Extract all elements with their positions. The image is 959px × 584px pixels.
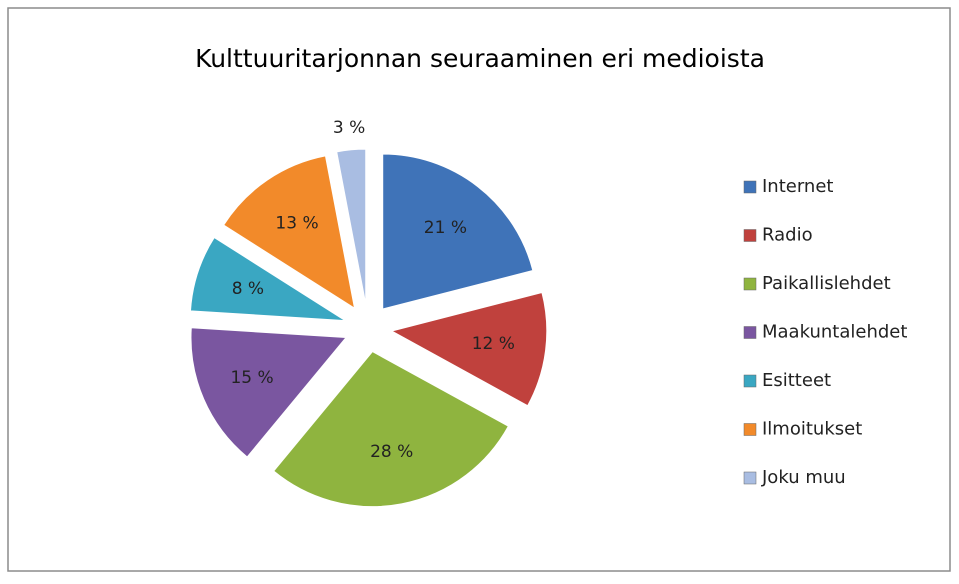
legend-label: Internet bbox=[762, 176, 833, 197]
pie-slice bbox=[222, 155, 356, 310]
pie-slice bbox=[189, 236, 346, 322]
pie-slice bbox=[336, 148, 367, 305]
legend-swatch bbox=[743, 229, 757, 242]
legend-label: Radio bbox=[762, 225, 813, 246]
legend-label: Maakuntalehdet bbox=[762, 322, 907, 343]
legend-label: Ilmoitukset bbox=[762, 419, 862, 440]
legend-swatch bbox=[743, 471, 757, 485]
legend-swatch bbox=[743, 374, 757, 388]
data-label: 8 % bbox=[232, 279, 264, 299]
data-label: 13 % bbox=[275, 214, 318, 234]
legend-label: Esitteet bbox=[762, 370, 831, 391]
chart-border bbox=[7, 7, 951, 572]
pie-slice bbox=[190, 327, 347, 458]
pie-slice bbox=[390, 291, 548, 407]
data-label: 21 % bbox=[424, 218, 467, 238]
legend-label: Joku muu bbox=[761, 467, 846, 488]
legend-swatch bbox=[743, 423, 757, 436]
legend-swatch bbox=[743, 180, 757, 194]
legend-label: Paikallislehdet bbox=[762, 273, 891, 294]
data-label: 15 % bbox=[230, 368, 273, 388]
pie-slice bbox=[272, 350, 510, 508]
legend-swatch bbox=[743, 326, 757, 339]
chart-title: Kulttuuritarjonnan seuraaminen eri medio… bbox=[195, 44, 765, 73]
legend-swatch bbox=[743, 277, 757, 291]
pie-slice bbox=[382, 153, 534, 310]
data-label: 28 % bbox=[370, 442, 413, 462]
data-label: 12 % bbox=[472, 334, 515, 354]
data-label: 3 % bbox=[333, 118, 365, 138]
